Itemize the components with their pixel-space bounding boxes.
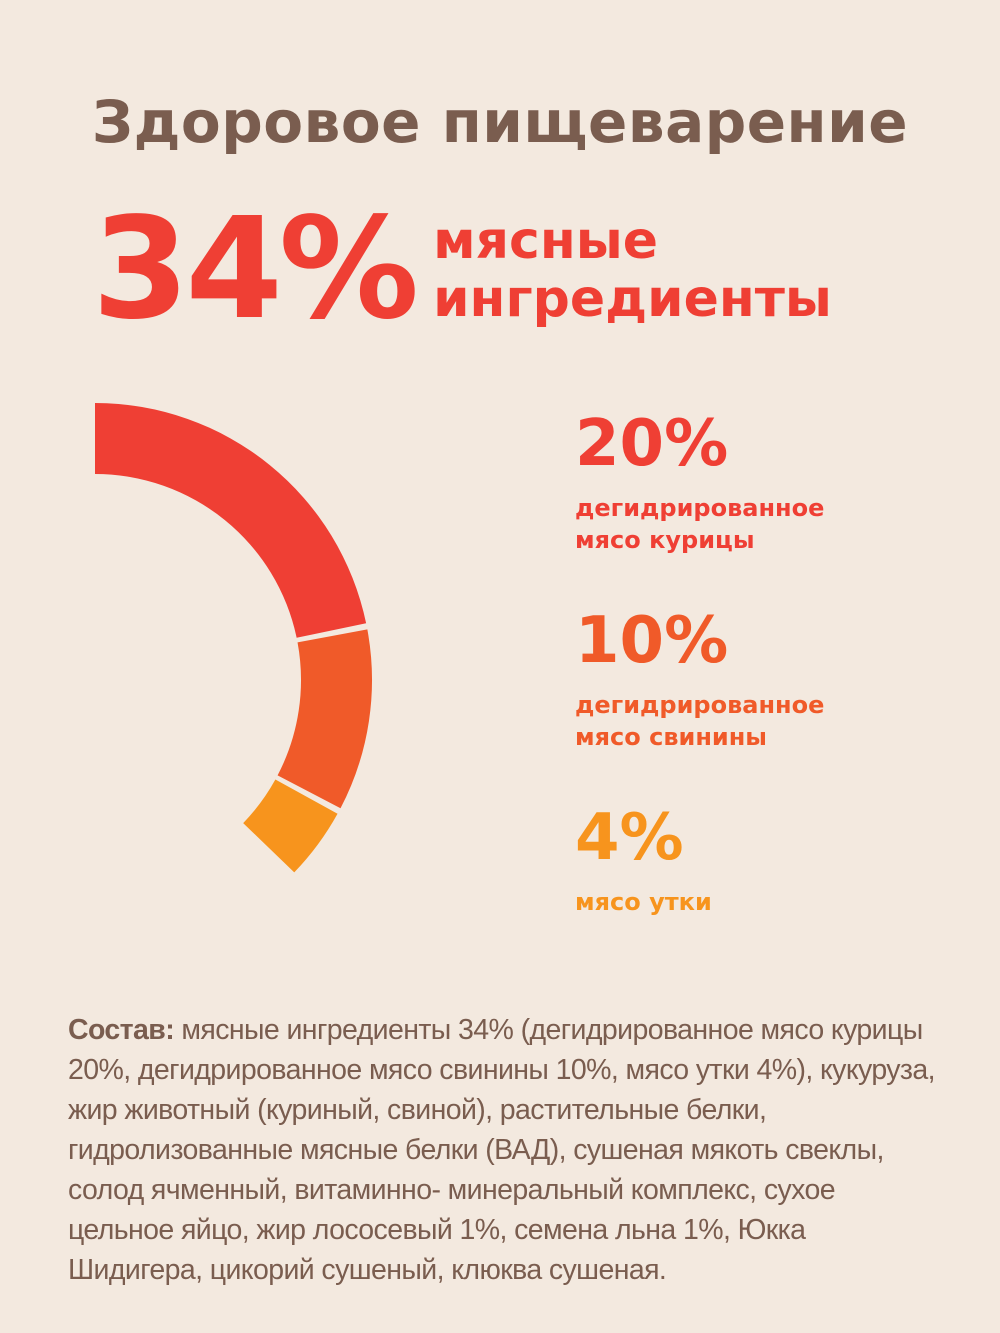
legend-duck-percent: 4% [575, 801, 684, 875]
legend-duck-label: мясо утки [575, 886, 712, 918]
composition-text: Состав: мясные ингредиенты 34% (дегидрир… [68, 1010, 940, 1290]
headline: 34% мясные ингредиенты [92, 200, 832, 340]
legend-pork-label: дегидрированное мясо свинины [575, 689, 824, 754]
legend-chicken-percent: 20% [575, 407, 729, 481]
legend-item-pork: 10% дегидрированное мясо свинины [575, 609, 824, 754]
composition-label: Состав: [68, 1014, 175, 1046]
legend-item-chicken: 20% дегидрированное мясо курицы [575, 412, 824, 557]
arc-segment-pork [277, 629, 372, 809]
legend-chicken-label-line1: дегидрированное [575, 494, 825, 522]
headline-percent: 34% [92, 188, 419, 351]
composition-body: мясные ингредиенты 34% (дегидрированное … [68, 1014, 936, 1286]
legend-chicken-label-line2: мясо курицы [575, 526, 755, 555]
headline-label-line2: ингредиенты [433, 269, 832, 329]
arc-segment-chicken [95, 403, 367, 638]
headline-label-line1: мясные [433, 210, 659, 271]
legend-pork-label-line2: мясо свинины [575, 723, 768, 752]
arc-segment-duck [243, 779, 338, 873]
legend-duck-label-line1: мясо утки [575, 888, 712, 916]
meat-share-arc-chart [95, 403, 372, 873]
legend-chicken-label: дегидрированное мясо курицы [575, 492, 824, 557]
legend-item-duck: 4% мясо утки [575, 806, 712, 918]
legend-pork-percent: 10% [575, 604, 729, 678]
page-title: Здоровое пищеварение [91, 88, 909, 156]
legend-pork-label-line1: дегидрированное [575, 691, 825, 719]
headline-label: мясные ингредиенты [433, 210, 832, 329]
